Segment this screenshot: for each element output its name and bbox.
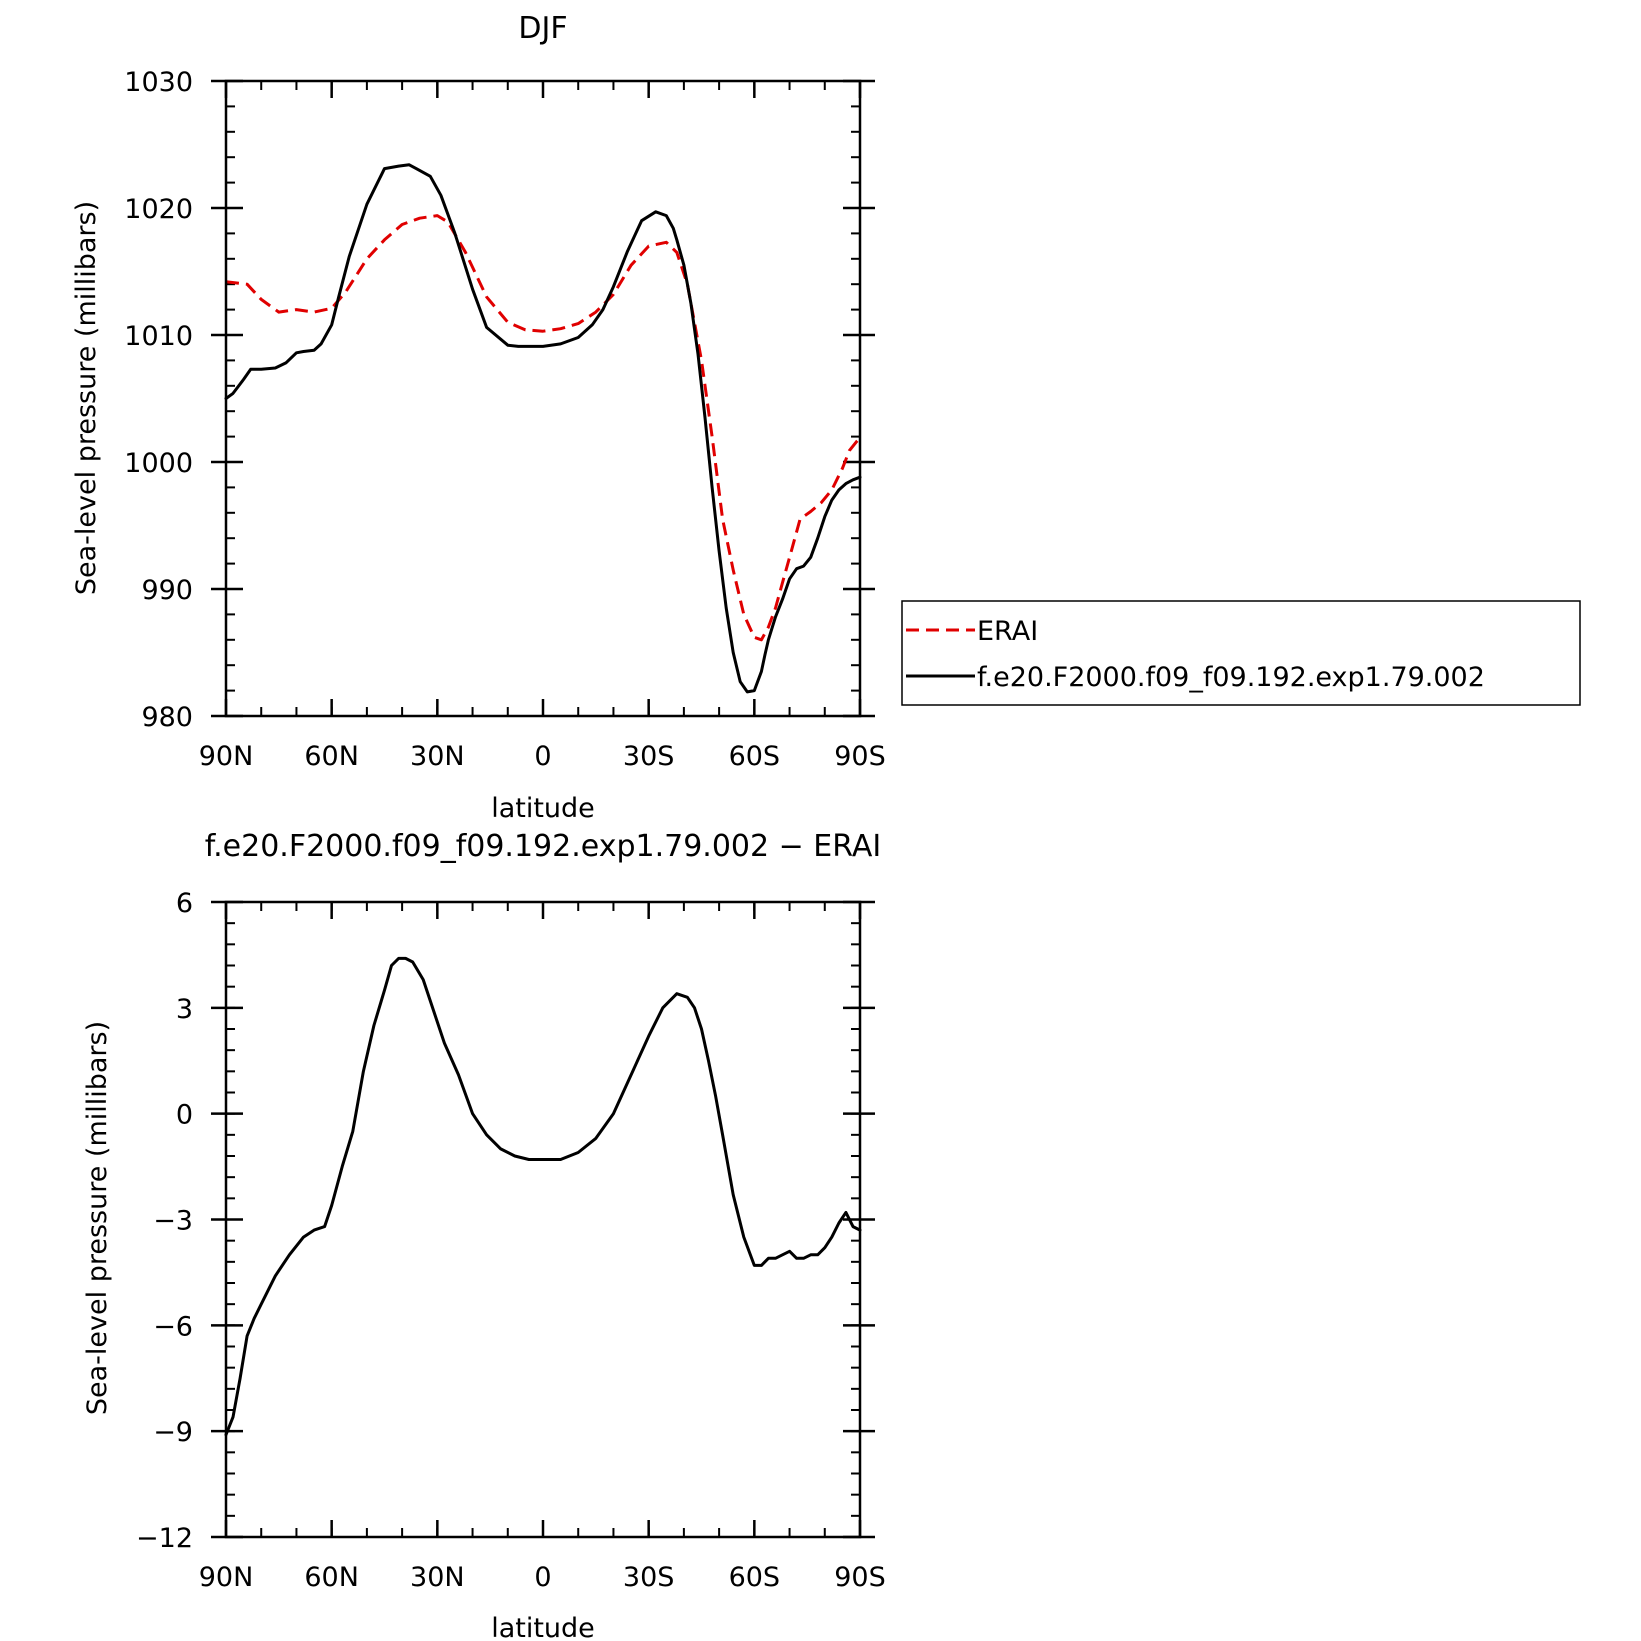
y-tick-label: −9: [153, 1417, 193, 1448]
x-tick-label: 60N: [304, 741, 359, 772]
x-tick-label: 30N: [410, 741, 465, 772]
plot-frame-top: [224, 79, 862, 718]
y-tick-label: 1000: [124, 448, 193, 479]
y-tick-label: 0: [176, 1100, 193, 1131]
axis-ticks-top: 90N 60N 30N 0 30S 60S 90S 980 990 1000 1010 1020 103…: [124, 67, 885, 772]
y-tick-label: 3: [176, 994, 193, 1025]
y-tick-label: −12: [136, 1523, 193, 1554]
y-tick-label: 6: [176, 888, 193, 919]
x-axis-title-top: latitude: [491, 793, 595, 824]
y-tick-label: −3: [153, 1206, 193, 1237]
axis-ticks-bottom: 90N 60N 30N 0 30S 60S 90S −12 −9 −6 −3 0 3 6: [136, 888, 886, 1593]
x-axis-title-bottom: latitude: [491, 1613, 595, 1641]
x-tick-label: 90S: [834, 1562, 886, 1593]
legend-label-erai: ERAI: [977, 616, 1038, 647]
x-tick-label: 0: [534, 1562, 551, 1593]
panel-top-chart: DJF 90N 60N 30N 0 30S 60S 90S 980 990 1000 1010 102…: [71, 11, 886, 824]
x-tick-label: 90S: [834, 741, 886, 772]
x-tick-label: 30S: [623, 741, 675, 772]
x-tick-label: 30S: [623, 1562, 675, 1593]
y-tick-label: −6: [153, 1311, 193, 1342]
x-tick-label: 60S: [729, 1562, 781, 1593]
x-tick-label: 60S: [729, 741, 781, 772]
chart-title-bottom: f.e20.F2000.f09_f09.192.exp1.79.002 − ER…: [205, 829, 882, 864]
plot-frame-bottom: [224, 900, 862, 1539]
x-tick-label: 0: [534, 741, 551, 772]
x-tick-label: 60N: [304, 1562, 359, 1593]
x-tick-label: 90N: [199, 741, 254, 772]
y-axis-title-top: Sea-level pressure (millibars): [71, 201, 102, 595]
series-group-bottom: [224, 956, 862, 1437]
y-tick-label: 990: [141, 575, 193, 606]
y-tick-label: 1030: [124, 67, 193, 98]
series-line-f-e20-f2000-f09-f09-192-exp1-79-002: [224, 163, 862, 694]
legend-label-model: f.e20.F2000.f09_f09.192.exp1.79.002: [977, 662, 1485, 693]
chart-title-top: DJF: [518, 11, 567, 46]
legend: ERAI f.e20.F2000.f09_f09.192.exp1.79.002: [901, 600, 1581, 706]
series-group-top: [224, 163, 862, 694]
series-line-erai: [225, 214, 862, 642]
panel-bottom-chart: f.e20.F2000.f09_f09.192.exp1.79.002 − ER…: [82, 829, 886, 1641]
y-axis-title-bottom: Sea-level pressure (millibars): [82, 1021, 113, 1415]
y-tick-label: 1010: [124, 321, 193, 352]
y-tick-label: 980: [141, 702, 193, 733]
x-tick-label: 30N: [410, 1562, 465, 1593]
y-tick-label: 1020: [124, 194, 193, 225]
legend-box: [901, 600, 1581, 706]
series-line-difference: [224, 956, 862, 1437]
x-tick-label: 90N: [199, 1562, 254, 1593]
